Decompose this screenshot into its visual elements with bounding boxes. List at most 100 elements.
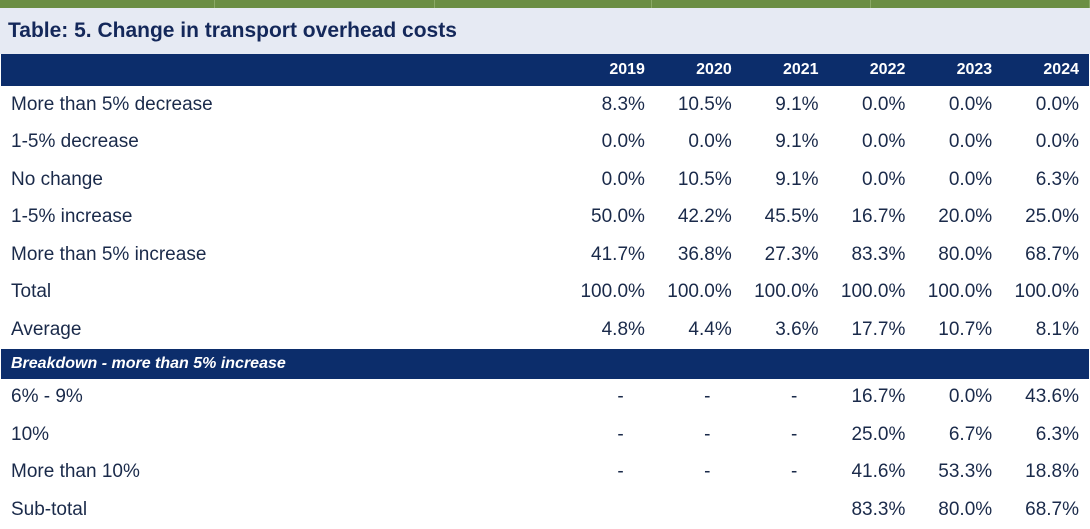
cell-value: 6.7% [948,423,993,445]
cell-value: 68.7% [1025,498,1079,520]
section-header-row: Breakdown - more than 5% increase [1,348,1089,379]
cell-value: 16.7% [851,206,906,228]
cell-value: 0.0% [1035,131,1079,153]
cell-value: 9.1% [775,93,819,115]
row-label: Sub-total [11,498,88,520]
cell-value: 80.0% [938,498,993,520]
year-header: 2022 [869,61,906,78]
cell-value: 8.1% [1035,318,1079,340]
table-row: More than 5% increase 41.7% 36.8% 27.3% … [1,236,1089,274]
cell-value: 100.0% [667,281,732,303]
table-row: More than 5% decrease 8.3% 10.5% 9.1% 0.… [1,86,1089,124]
section-header: Breakdown - more than 5% increase [11,354,286,372]
cell-value: - [790,461,798,483]
cell-value: 0.0% [862,168,906,190]
cell-value: - [617,386,624,408]
cell-value: 25.0% [1025,206,1079,228]
cell-value: 10.7% [938,318,993,340]
cell-value [655,491,742,529]
header-label-cell [1,54,568,86]
table-row: More than 10% - - - 41.6% 53.3% 18.8% [1,454,1089,492]
cell-value: 45.5% [764,206,819,228]
row-label: More than 5% decrease [11,93,213,115]
cell-value: 0.0% [862,131,906,153]
cell-value: 25.0% [851,423,906,445]
cell-value: 36.8% [677,243,732,265]
cell-value: 8.3% [601,93,645,115]
row-label: Total [11,281,52,303]
cell-value: 0.0% [601,168,645,190]
data-table: 2019 2020 2021 2022 2023 2024 More than … [1,54,1089,529]
cell-value: 0.0% [948,93,993,115]
year-header: 2020 [696,61,732,78]
cell-value: 41.6% [851,461,906,483]
cell-value: 9.1% [775,131,819,153]
cell-value: 0.0% [862,93,906,115]
table-row: 1-5% increase 50.0% 42.2% 45.5% 16.7% 20… [1,199,1089,237]
cell-value: - [704,461,711,483]
cell-value: - [617,423,624,445]
cell-value: 42.2% [677,206,732,228]
table-row: No change 0.0% 10.5% 9.1% 0.0% 0.0% 6.3% [1,161,1089,199]
cell-value: 100.0% [580,281,645,303]
cell-value: 0.0% [948,168,993,190]
cell-value: - [790,386,798,408]
year-header: 2019 [609,61,645,78]
row-label: More than 5% increase [11,243,207,265]
table-row: Average 4.8% 4.4% 3.6% 17.7% 10.7% 8.1% [1,311,1089,349]
cell-value: 0.0% [688,131,732,153]
row-label: 1-5% increase [11,206,133,228]
cell-value: 3.6% [775,318,819,340]
cell-value [568,491,655,529]
cell-value: 0.0% [948,386,993,408]
cell-value: 4.4% [688,318,732,340]
row-label: No change [11,168,103,190]
cell-value: 16.7% [851,386,906,408]
table-row: 10% - - - 25.0% 6.7% 6.3% [1,416,1089,454]
cell-value: 10.5% [677,93,732,115]
cell-value: 83.3% [851,243,906,265]
cell-value: 41.7% [591,243,645,265]
cell-value: 100.0% [754,281,819,303]
cell-value: 43.6% [1025,386,1079,408]
row-label: 1-5% decrease [11,131,139,153]
year-header: 2023 [956,61,993,78]
table-title-bar: Table: 5. Change in transport overhead c… [0,8,1090,54]
cell-value: 27.3% [764,243,819,265]
cell-value: 6.3% [1035,423,1079,445]
cell-value: 0.0% [948,131,993,153]
row-label: 10% [11,423,50,445]
header-row: 2019 2020 2021 2022 2023 2024 [1,54,1089,86]
cell-value [742,491,829,529]
top-accent-bar [0,0,1090,8]
cell-value: 100.0% [840,281,906,303]
cell-value: - [790,423,798,445]
table-title: Table: 5. Change in transport overhead c… [8,19,457,42]
table-row: 1-5% decrease 0.0% 0.0% 9.1% 0.0% 0.0% 0… [1,124,1089,162]
cell-value: - [617,461,624,483]
table-row: Sub-total 83.3% 80.0% 68.7% [1,491,1089,529]
row-label: More than 10% [11,461,140,483]
cell-value: 0.0% [1035,93,1079,115]
cell-value: 0.0% [601,131,645,153]
cell-value: 100.0% [927,281,993,303]
cell-value: - [704,386,711,408]
cell-value: 53.3% [938,461,993,483]
cell-value: 100.0% [1014,281,1079,303]
cell-value: - [704,423,711,445]
year-header: 2021 [782,61,819,78]
cell-value: 4.8% [601,318,645,340]
row-label: 6% - 9% [11,386,83,408]
cell-value: 83.3% [851,498,906,520]
cell-value: 10.5% [677,168,732,190]
cell-value: 9.1% [775,168,819,190]
cell-value: 6.3% [1035,168,1079,190]
cell-value: 17.7% [851,318,906,340]
cell-value: 80.0% [938,243,993,265]
row-label: Average [11,318,82,340]
year-header: 2024 [1043,61,1079,78]
cell-value: 20.0% [938,206,993,228]
table-row: Total 100.0% 100.0% 100.0% 100.0% 100.0%… [1,274,1089,312]
cell-value: 68.7% [1025,243,1079,265]
cell-value: 18.8% [1025,461,1079,483]
